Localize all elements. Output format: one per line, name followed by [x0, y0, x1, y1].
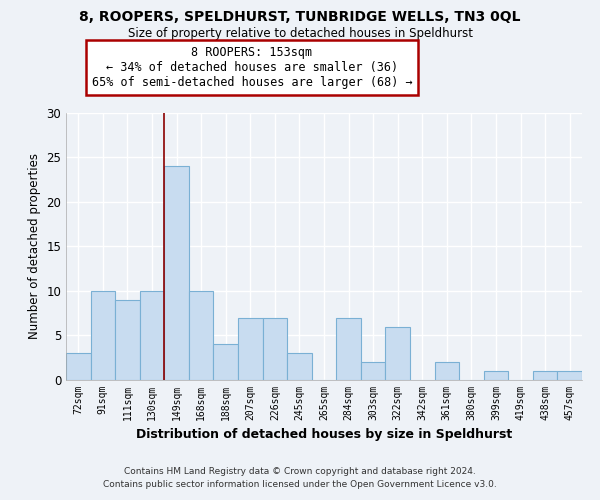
- Y-axis label: Number of detached properties: Number of detached properties: [28, 153, 41, 339]
- Bar: [557, 371, 582, 380]
- Bar: [140, 291, 164, 380]
- Bar: [164, 166, 189, 380]
- Text: 8, ROOPERS, SPELDHURST, TUNBRIDGE WELLS, TN3 0QL: 8, ROOPERS, SPELDHURST, TUNBRIDGE WELLS,…: [79, 10, 521, 24]
- Bar: [336, 318, 361, 380]
- Bar: [66, 353, 91, 380]
- Bar: [214, 344, 238, 380]
- Bar: [263, 318, 287, 380]
- X-axis label: Distribution of detached houses by size in Speldhurst: Distribution of detached houses by size …: [136, 428, 512, 442]
- Bar: [189, 291, 214, 380]
- Text: Size of property relative to detached houses in Speldhurst: Size of property relative to detached ho…: [128, 28, 473, 40]
- Bar: [434, 362, 459, 380]
- Bar: [533, 371, 557, 380]
- Bar: [361, 362, 385, 380]
- Bar: [238, 318, 263, 380]
- Text: Contains HM Land Registry data © Crown copyright and database right 2024.
Contai: Contains HM Land Registry data © Crown c…: [103, 467, 497, 489]
- Bar: [484, 371, 508, 380]
- Bar: [385, 326, 410, 380]
- Text: 8 ROOPERS: 153sqm
← 34% of detached houses are smaller (36)
65% of semi-detached: 8 ROOPERS: 153sqm ← 34% of detached hous…: [92, 46, 412, 89]
- Bar: [287, 353, 312, 380]
- Bar: [91, 291, 115, 380]
- Bar: [115, 300, 140, 380]
